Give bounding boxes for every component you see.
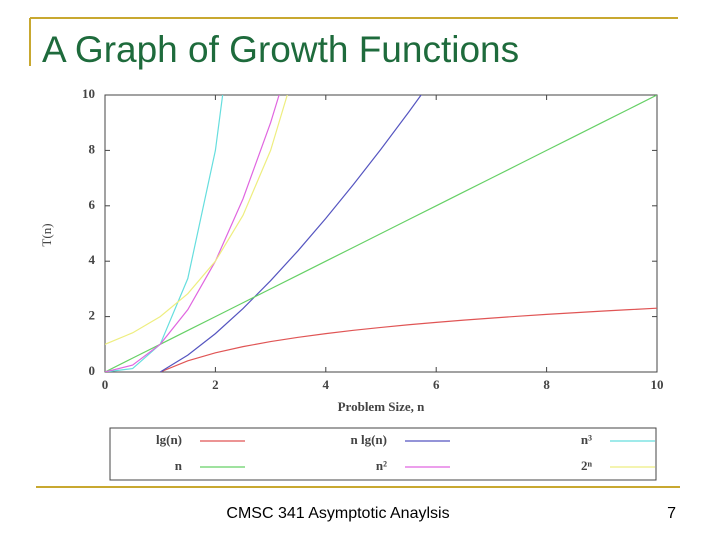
y-tick-label: 6 — [89, 197, 96, 212]
x-tick-label: 2 — [212, 377, 219, 392]
series-line — [159, 95, 422, 372]
y-tick-label: 2 — [89, 308, 96, 323]
plot-area — [105, 95, 657, 372]
x-tick-label: 10 — [651, 377, 664, 392]
legend-label: n — [175, 458, 183, 473]
plot-frame — [104, 94, 658, 373]
y-tick-label: 8 — [89, 141, 96, 156]
legend-label: lg(n) — [156, 432, 182, 447]
legend-label: n lg(n) — [351, 432, 387, 447]
x-axis-label: Problem Size, n — [338, 399, 426, 414]
page-number: 7 — [667, 505, 676, 522]
series-line — [159, 307, 657, 372]
x-tick-label: 8 — [543, 377, 550, 392]
slide-title: A Graph of Growth Functions — [42, 29, 519, 70]
y-axis-label: T(n) — [39, 223, 54, 246]
x-tick-label: 0 — [102, 377, 109, 392]
x-tick-label: 6 — [433, 377, 440, 392]
series-line — [105, 95, 288, 345]
y-tick-label: 10 — [82, 86, 95, 101]
legend-label: n² — [376, 458, 387, 473]
legend-label: n³ — [581, 432, 592, 447]
series-line — [105, 95, 224, 372]
x-tick-label: 4 — [323, 377, 330, 392]
y-tick-label: 0 — [89, 363, 96, 378]
series-line — [105, 95, 280, 372]
footer-text: CMSC 341 Asymptotic Anaylsis — [226, 505, 449, 522]
legend-label: 2ⁿ — [581, 458, 593, 473]
series-line — [105, 95, 657, 372]
y-tick-label: 4 — [89, 252, 96, 267]
legend-frame — [109, 427, 657, 481]
